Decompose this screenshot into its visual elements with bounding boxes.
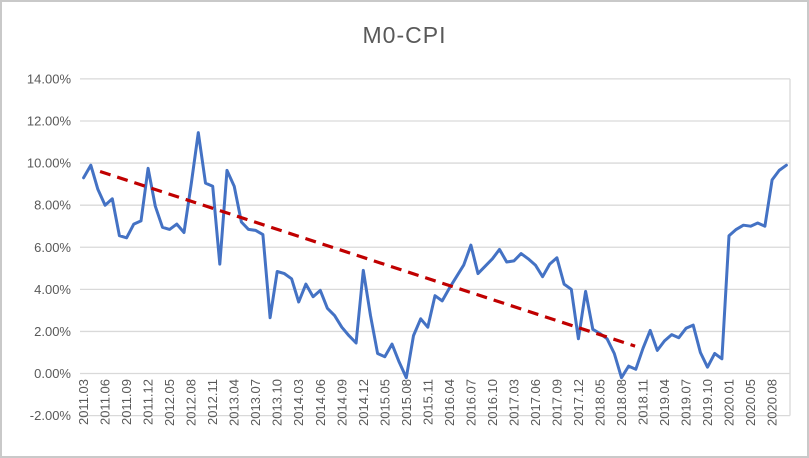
x-axis-tick-label: 2020.08 [765, 379, 780, 426]
x-axis-tick-label: 2011.09 [119, 379, 134, 425]
y-axis-tick-label: 2.00% [34, 324, 71, 339]
y-axis-tick-label: 12.00% [27, 114, 72, 129]
x-axis-tick-label: 2019.04 [657, 379, 672, 426]
x-axis-tick-label: 2017.06 [528, 379, 543, 426]
x-axis-tick-label: 2018.08 [614, 379, 629, 426]
y-axis-tick-label: 8.00% [34, 198, 71, 213]
y-axis-tick-label: 4.00% [34, 282, 71, 297]
x-axis-tick-label: 2013.10 [270, 379, 285, 426]
y-axis-tick-label: 10.00% [27, 156, 72, 171]
trend-line [99, 169, 636, 348]
y-axis-tick-label: -2.00% [30, 408, 72, 423]
x-axis-tick-label: 2013.04 [227, 379, 242, 426]
x-axis-tick-label: 2015.08 [399, 379, 414, 426]
x-axis-tick-label: 2015.11 [420, 379, 435, 425]
x-axis-tick-label: 2019.10 [700, 379, 715, 426]
x-axis-tick-label: 2011.12 [141, 379, 156, 425]
x-axis-tick-label: 2013.07 [248, 379, 263, 426]
x-axis-tick-label: 2017.03 [506, 379, 521, 426]
x-axis-tick-label: 2011.03 [76, 379, 91, 425]
x-axis-tick-label: 2018.05 [592, 379, 607, 426]
x-axis-tick-label: 2016.04 [442, 379, 457, 426]
x-axis-tick-label: 2020.01 [722, 379, 737, 426]
data-series-line [82, 131, 788, 380]
x-axis-tick-label: 2019.07 [679, 379, 694, 426]
x-axis-tick-label: 2012.11 [205, 379, 220, 425]
x-axis-tick-label: 2014.03 [291, 379, 306, 426]
x-axis-tick-label: 2016.10 [485, 379, 500, 426]
x-axis-tick-label: 2015.05 [377, 379, 392, 426]
x-axis-tick-label: 2018.11 [635, 379, 650, 425]
x-axis-tick-label: 2014.09 [334, 379, 349, 426]
x-axis-tick-label: 2017.12 [571, 379, 586, 426]
x-axis-tick-label: 2014.12 [356, 379, 371, 426]
x-axis-tick-label: 2012.05 [162, 379, 177, 426]
y-axis-tick-label: 0.00% [34, 366, 71, 381]
x-axis-tick-label: 2016.07 [463, 379, 478, 426]
x-axis-tick-label: 2011.06 [98, 379, 113, 425]
x-axis-tick-label: 2017.09 [549, 379, 564, 426]
y-axis-tick-label: 6.00% [34, 240, 71, 255]
chart-title: M0-CPI [362, 22, 447, 48]
x-axis-tick-label: 2020.05 [743, 379, 758, 426]
x-axis-tick-label: 2014.06 [313, 379, 328, 426]
y-axis-tick-label: 14.00% [27, 71, 72, 86]
x-axis-tick-label: 2012.08 [184, 379, 199, 426]
